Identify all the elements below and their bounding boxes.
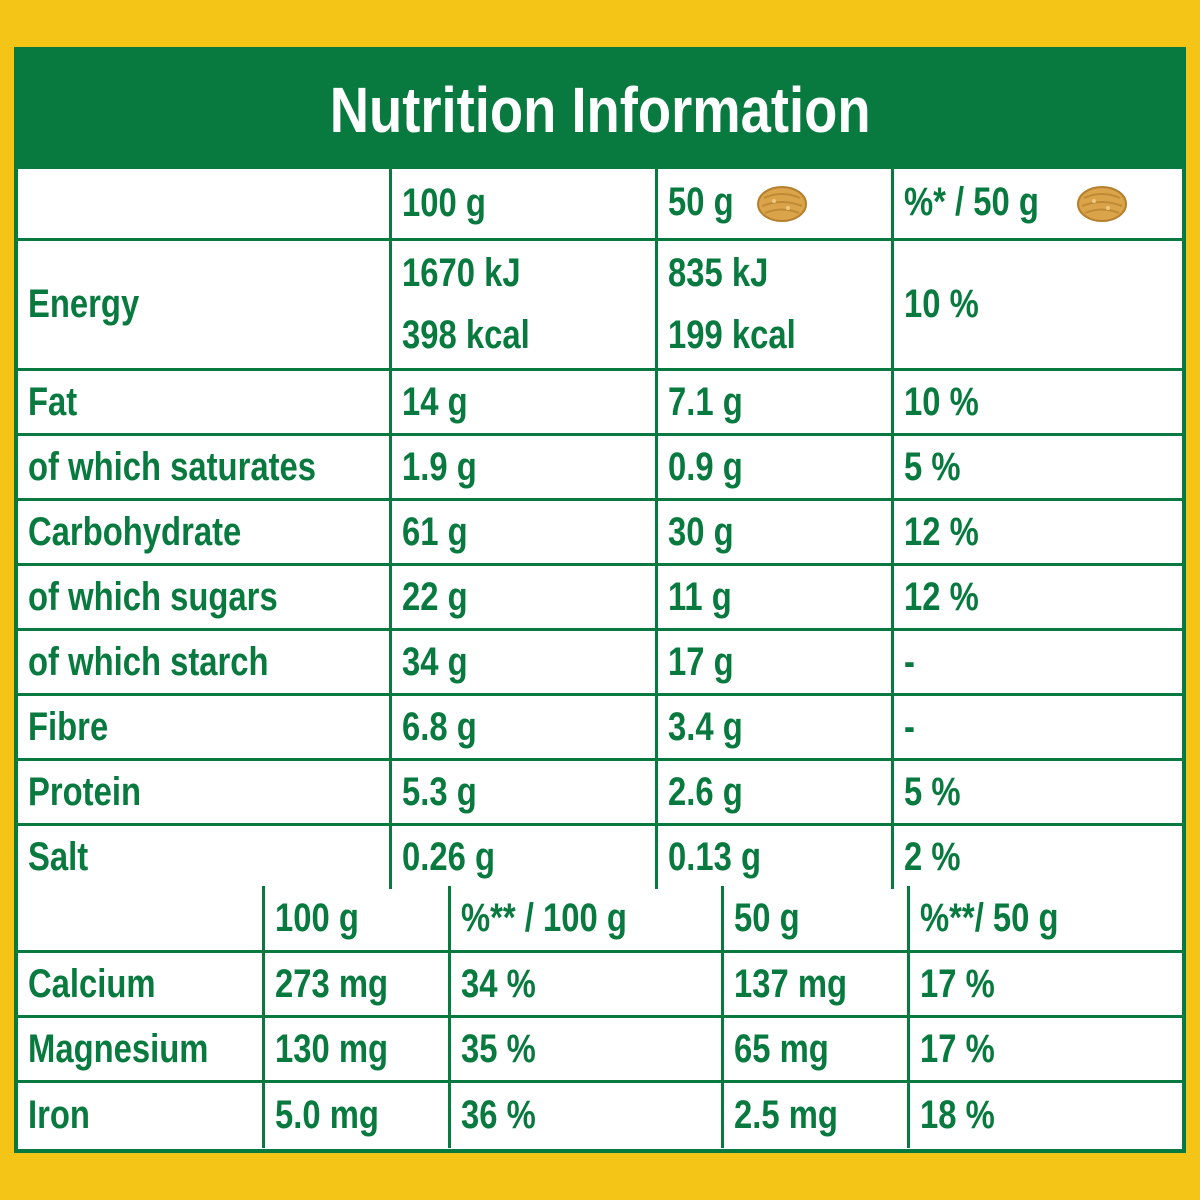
value-cell: 5.0 mg xyxy=(261,1079,451,1148)
page-title: Nutrition Information xyxy=(329,74,871,146)
row-label: Energy xyxy=(18,237,392,371)
table-row: Protein 5.3 g 2.6 g 5 % xyxy=(18,757,1182,826)
table-row: Carbohydrate 61 g 30 g 12 % xyxy=(18,497,1182,566)
value-cell: 130 mg xyxy=(261,1014,451,1083)
nutrition-title-bar: Nutrition Information xyxy=(18,51,1182,169)
value-cell: 2.5 mg xyxy=(720,1079,910,1148)
header-cell-pct-per50g: %* / 50 g xyxy=(890,169,1182,241)
table-row: Salt 0.26 g 0.13 g 2 % xyxy=(18,822,1182,889)
value-cell: 6.8 g xyxy=(388,692,658,761)
header-cell-pct-per100g: %** / 100 g xyxy=(447,886,724,953)
pct-cell: 10 % xyxy=(890,367,1182,436)
value-cell: 2.6 g xyxy=(654,757,894,826)
row-label: Protein xyxy=(18,757,392,826)
pct-cell: - xyxy=(890,627,1182,696)
nutrition-header-row: 100 g 50 g %* / 50 g xyxy=(18,169,1182,241)
pct-cell: 5 % xyxy=(890,757,1182,826)
value-cell: 1670 kJ 398 kcal xyxy=(388,237,658,371)
pct-cell: 18 % xyxy=(906,1079,1182,1148)
table-row: Fat 14 g 7.1 g 10 % xyxy=(18,367,1182,436)
value-cell: 3.4 g xyxy=(654,692,894,761)
table-row: Fibre 6.8 g 3.4 g - xyxy=(18,692,1182,761)
row-label: of which saturates xyxy=(18,432,392,501)
value-cell: 65 mg xyxy=(720,1014,910,1083)
header-cell-per50g: 50 g xyxy=(654,169,894,241)
row-label: Fat xyxy=(18,367,392,436)
row-label: Fibre xyxy=(18,692,392,761)
pct-cell: 17 % xyxy=(906,1014,1182,1083)
cereal-piece-icon xyxy=(756,186,807,223)
pct-cell: 35 % xyxy=(447,1014,724,1083)
minerals-header-row: 100 g %** / 100 g 50 g %**/ 50 g xyxy=(18,886,1182,953)
header-cell-per50g: 50 g xyxy=(720,886,910,953)
table-row: of which saturates 1.9 g 0.9 g 5 % xyxy=(18,432,1182,501)
value-cell: 17 g xyxy=(654,627,894,696)
table-row: of which starch 34 g 17 g - xyxy=(18,627,1182,696)
row-label: Salt xyxy=(18,822,392,889)
value-cell: 5.3 g xyxy=(388,757,658,826)
value-cell: 1.9 g xyxy=(388,432,658,501)
pct-cell: 17 % xyxy=(906,949,1182,1018)
table-row: Calcium 273 mg 34 % 137 mg 17 % xyxy=(18,949,1182,1018)
nutrition-panel: Nutrition Information 100 g 50 g %* / 50… xyxy=(14,47,1186,1153)
pct-cell: - xyxy=(890,692,1182,761)
header-cell-per100g: 100 g xyxy=(261,886,451,953)
header-cell-per100g: 100 g xyxy=(388,169,658,241)
cereal-piece-icon xyxy=(1077,186,1128,223)
header-cell-empty xyxy=(18,886,265,953)
value-cell: 34 g xyxy=(388,627,658,696)
row-label: Iron xyxy=(18,1079,265,1148)
value-cell: 61 g xyxy=(388,497,658,566)
pct-cell: 5 % xyxy=(890,432,1182,501)
pct-cell: 10 % xyxy=(890,237,1182,371)
header-cell-pct-per50g: %**/ 50 g xyxy=(906,886,1182,953)
pct-cell: 12 % xyxy=(890,562,1182,631)
value-cell: 0.13 g xyxy=(654,822,894,889)
value-cell: 137 mg xyxy=(720,949,910,1018)
value-cell: 0.26 g xyxy=(388,822,658,889)
row-label: Calcium xyxy=(18,949,265,1018)
row-label: Magnesium xyxy=(18,1014,265,1083)
header-cell-empty xyxy=(18,169,392,241)
value-cell: 0.9 g xyxy=(654,432,894,501)
pct-cell: 2 % xyxy=(890,822,1182,889)
pct-cell: 36 % xyxy=(447,1079,724,1148)
table-row: of which sugars 22 g 11 g 12 % xyxy=(18,562,1182,631)
value-cell: 273 mg xyxy=(261,949,451,1018)
value-cell: 14 g xyxy=(388,367,658,436)
value-cell: 7.1 g xyxy=(654,367,894,436)
value-cell: 11 g xyxy=(654,562,894,631)
nutrition-table: 100 g 50 g %* / 50 g Energy 1670 kJ 398 k… xyxy=(18,169,1182,889)
value-cell: 22 g xyxy=(388,562,658,631)
table-row: Iron 5.0 mg 36 % 2.5 mg 18 % xyxy=(18,1079,1182,1148)
row-label: of which sugars xyxy=(18,562,392,631)
value-cell: 30 g xyxy=(654,497,894,566)
value-cell: 835 kJ 199 kcal xyxy=(654,237,894,371)
row-label: of which starch xyxy=(18,627,392,696)
table-row: Energy 1670 kJ 398 kcal 835 kJ 199 kcal 10… xyxy=(18,237,1182,371)
table-row: Magnesium 130 mg 35 % 65 mg 17 % xyxy=(18,1014,1182,1083)
minerals-table: 100 g %** / 100 g 50 g %**/ 50 g Calcium… xyxy=(18,886,1182,1148)
pct-cell: 34 % xyxy=(447,949,724,1018)
row-label: Carbohydrate xyxy=(18,497,392,566)
pct-cell: 12 % xyxy=(890,497,1182,566)
